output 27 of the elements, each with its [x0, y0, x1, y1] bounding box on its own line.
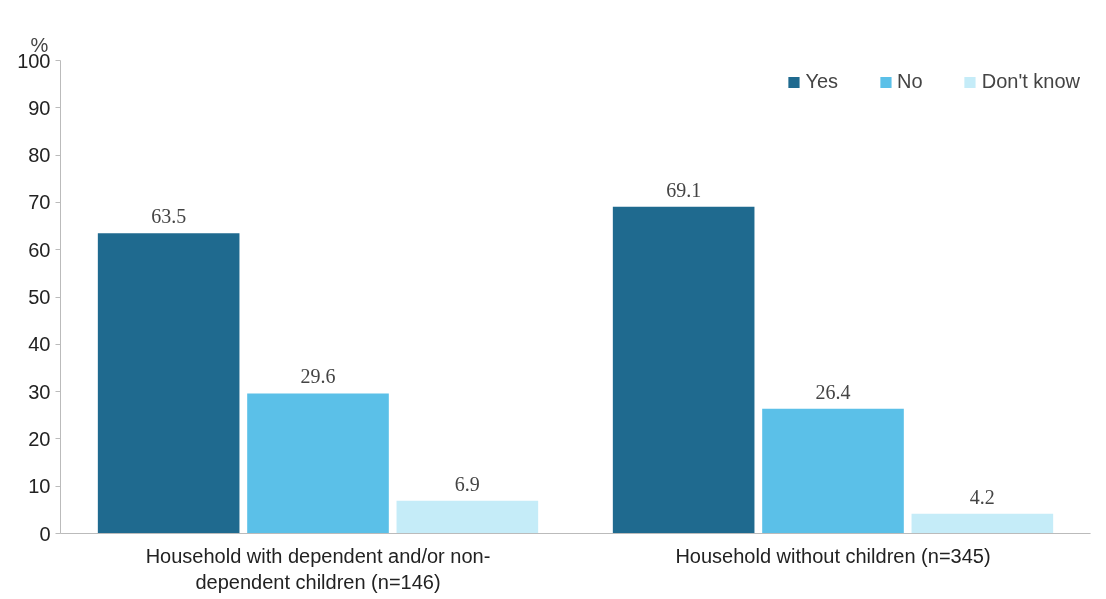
bar — [396, 500, 539, 534]
y-tick-label: 10 — [28, 475, 51, 498]
y-tick-label: 90 — [28, 96, 51, 119]
y-tick-label: 20 — [28, 427, 51, 450]
data-label: 69.1 — [666, 178, 702, 201]
bar — [762, 408, 904, 534]
y-tick-label: 30 — [28, 380, 51, 403]
y-tick-label: 80 — [28, 144, 51, 167]
data-label: 29.6 — [300, 365, 336, 388]
bar — [612, 206, 755, 534]
x-tick-label: Household without children (n=345) — [675, 544, 991, 567]
bar — [247, 393, 389, 534]
y-tick-label: 70 — [28, 191, 51, 214]
y-tick-label: 50 — [28, 286, 51, 308]
data-label: 6.9 — [454, 472, 480, 495]
x-tick-label: Household with dependent and/or non- dependent children (n=146) — [145, 544, 491, 593]
y-tick-label: 60 — [28, 238, 51, 261]
legend-label: Yes — [805, 70, 839, 93]
legend-label: No — [897, 70, 923, 93]
legend-label: Don't know — [981, 70, 1080, 93]
data-label: 26.4 — [815, 380, 851, 403]
bar — [97, 233, 240, 534]
data-label: 4.2 — [969, 485, 995, 508]
data-label: 63.5 — [151, 205, 187, 228]
y-tick-label: 0 — [39, 522, 51, 545]
bar — [911, 513, 1054, 534]
y-tick-label: 40 — [28, 333, 51, 356]
